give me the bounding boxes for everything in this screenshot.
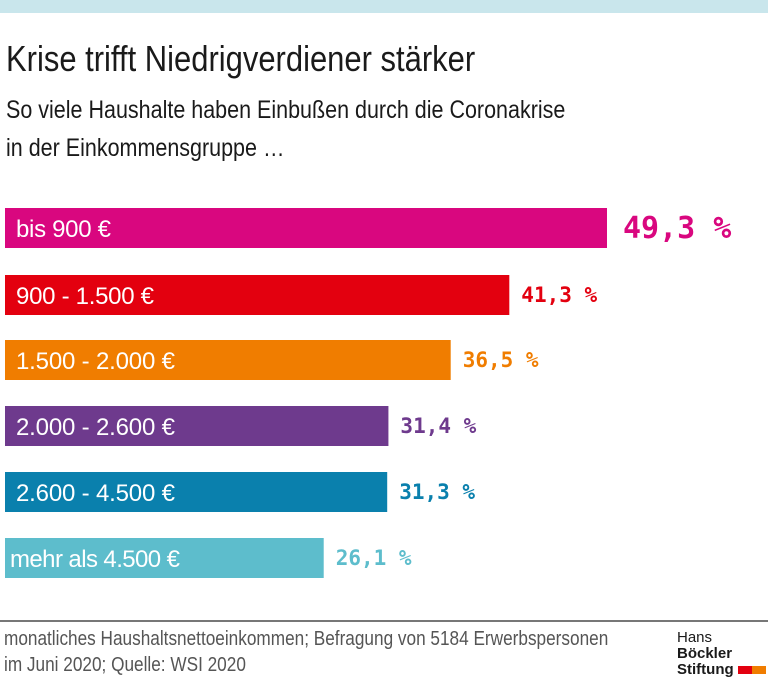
top-accent-bar xyxy=(0,0,768,13)
value-label: 31,3 % xyxy=(399,480,475,504)
category-label: 2.600 - 4.500 € xyxy=(16,480,176,507)
bar-chart: bis 900 € 49,3 % 900 - 1.500 € 41,3 % 1.500 … xyxy=(5,208,731,578)
category-label: mehr als 4.500 € xyxy=(10,546,181,573)
chart-title: Krise trifft Niedrigverdiener stärker xyxy=(6,38,476,79)
chart-subtitle-line-1: So viele Haushalte haben Einbußen durch … xyxy=(6,96,566,124)
chart-subtitle-line-2: in der Einkommensgruppe … xyxy=(6,134,285,162)
bar-4 xyxy=(5,472,388,512)
footer-note-line-1: monatliches Haushaltsnettoeinkommen; Bef… xyxy=(4,628,609,650)
value-label: 49,3 % xyxy=(623,211,731,246)
bar-2 xyxy=(5,340,451,380)
bar-5 xyxy=(5,538,324,578)
footer-note-line-2: im Juni 2020; Quelle: WSI 2020 xyxy=(4,654,246,676)
bar-1 xyxy=(5,275,510,315)
category-label: bis 900 € xyxy=(16,216,112,243)
value-label: 31,4 % xyxy=(400,414,476,438)
category-label: 1.500 - 2.000 € xyxy=(16,348,176,375)
value-label: 36,5 % xyxy=(463,348,539,372)
value-label: 26,1 % xyxy=(336,546,412,570)
footer-divider xyxy=(0,620,768,622)
hans-boeckler-logo: Hans Böckler Stiftung xyxy=(677,630,768,678)
value-label: 41,3 % xyxy=(521,283,597,307)
bar-0 xyxy=(5,208,607,248)
category-label: 900 - 1.500 € xyxy=(16,283,155,310)
category-label: 2.000 - 2.600 € xyxy=(16,414,176,441)
bar-3 xyxy=(5,406,389,446)
